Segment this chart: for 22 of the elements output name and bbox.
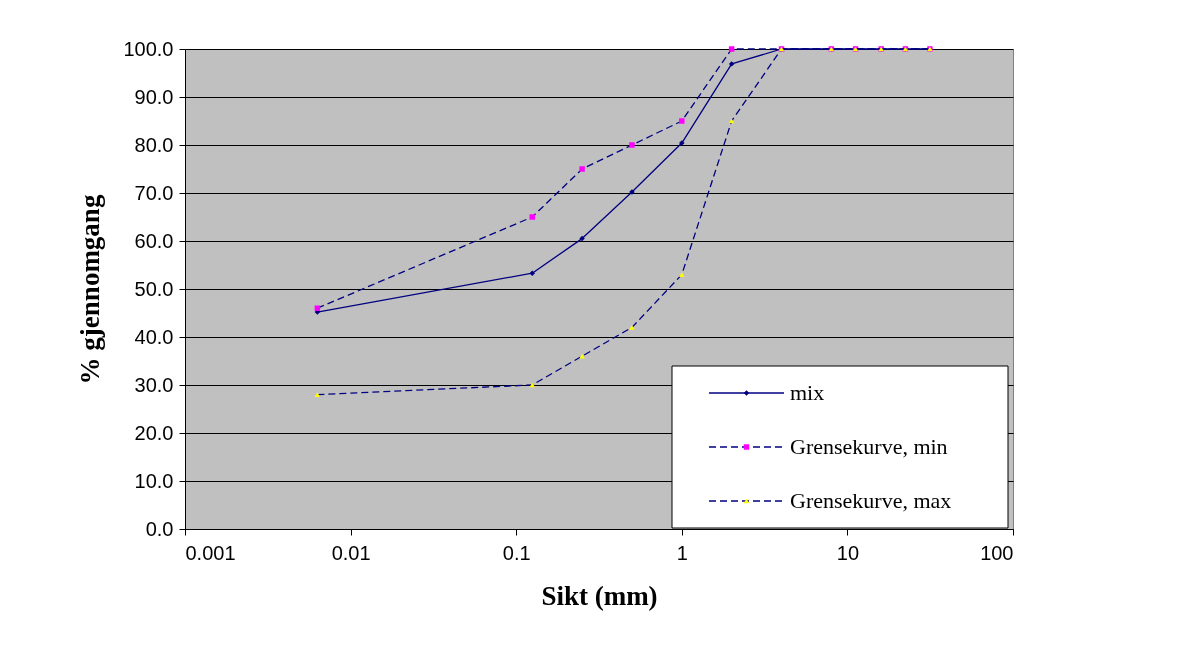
y-tick-label: 20.0 [134,421,174,444]
x-tick-label: 1 [676,541,688,564]
x-axis-title: Sikt (mm) [541,580,658,611]
x-tick-label: 0.1 [502,541,531,564]
legend-label: Grensekurve, max [790,488,952,513]
y-tick-label: 10.0 [134,469,174,492]
y-axis-title: % gjennomgang [75,194,106,385]
y-tick-label: 30.0 [134,373,174,396]
y-tick-label: 0.0 [145,517,174,540]
x-tick-label: 10 [836,541,860,564]
y-tick-label: 80.0 [134,133,174,156]
x-tick-label: 0.001 [185,541,236,564]
y-tick-label: 100.0 [123,37,174,60]
y-tick-label: 70.0 [134,181,174,204]
y-tick-label: 60.0 [134,229,174,252]
y-tick-label: 90.0 [134,85,174,108]
legend-label: Grensekurve, min [790,434,948,459]
y-tick-label: 50.0 [134,277,174,300]
y-tick-label: 40.0 [134,325,174,348]
x-tick-label: 100 [980,541,1014,564]
x-tick-label: 0.01 [331,541,371,564]
legend-label: mix [790,380,825,405]
